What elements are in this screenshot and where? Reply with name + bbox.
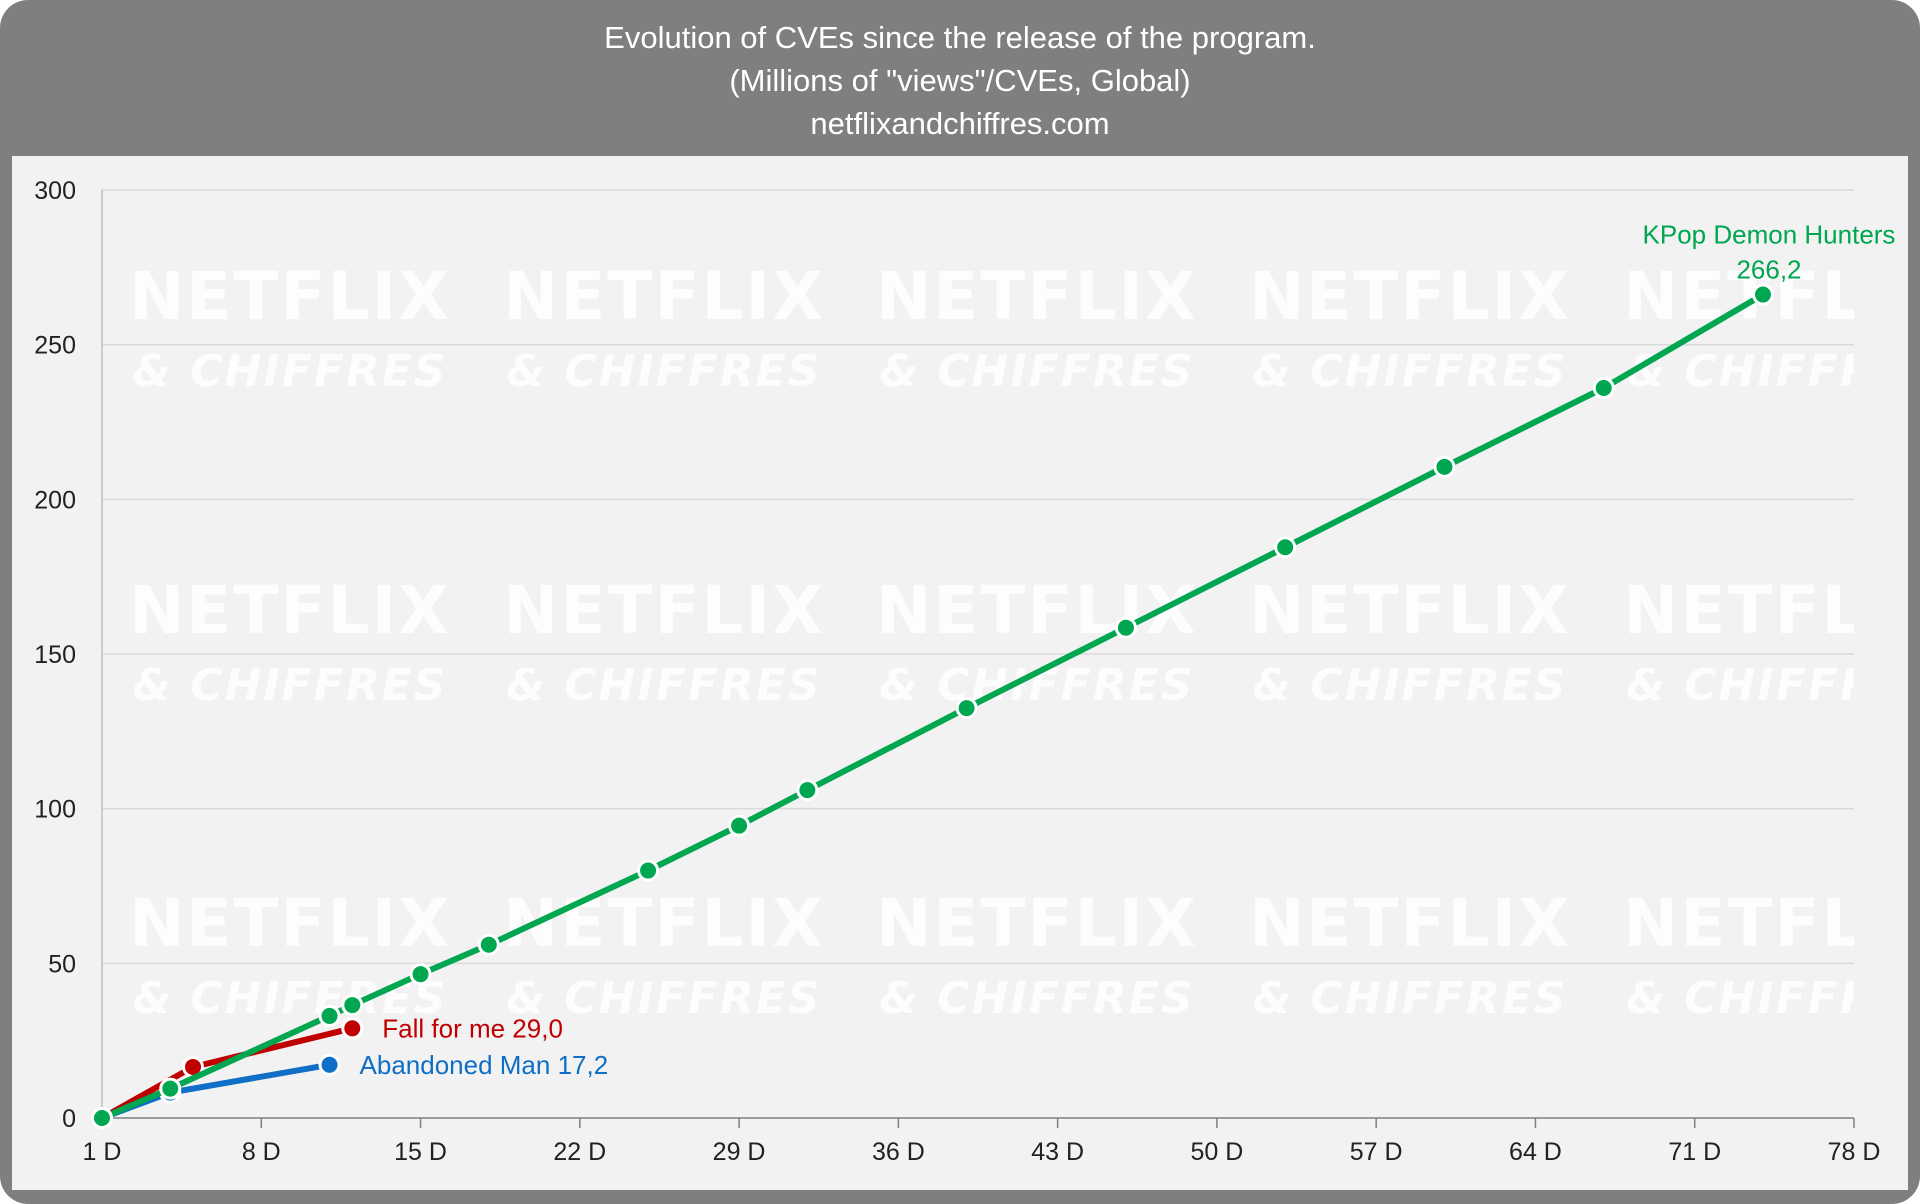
watermark-netflix-text: NETFLIX	[1249, 258, 1571, 335]
x-tick-label: 36 D	[872, 1138, 925, 1166]
series-end-value-label: 266,2	[1736, 255, 1801, 285]
watermark-chiffres-text: & CHIFFRES	[507, 973, 822, 1024]
y-tick-label: 150	[34, 641, 76, 669]
y-tick-label: 50	[48, 950, 76, 978]
data-point	[796, 779, 819, 802]
data-point	[955, 697, 978, 720]
series-end-label: Abandoned Man 17,2	[360, 1050, 609, 1080]
series-fall-for-me	[91, 1017, 364, 1129]
watermark-chiffres-text: & CHIFFRES	[880, 973, 1195, 1024]
data-point	[1274, 536, 1297, 559]
x-tick-label: 1 D	[83, 1138, 122, 1166]
watermark-chiffres-text: & CHIFFRES	[1627, 973, 1908, 1024]
data-point	[341, 1017, 364, 1040]
y-tick-label: 0	[62, 1105, 76, 1133]
chart-source: netflixandchiffres.com	[810, 106, 1110, 141]
chart-title: Evolution of CVEs since the release of t…	[604, 20, 1316, 55]
watermark-chiffres-text: & CHIFFRES	[1627, 346, 1908, 397]
data-point	[318, 1004, 341, 1027]
x-tick-label: 22 D	[553, 1138, 606, 1166]
chart-subtitle: (Millions of "views"/CVEs, Global)	[729, 63, 1191, 98]
x-tick-label: 43 D	[1031, 1138, 1084, 1166]
x-tick-label: 64 D	[1509, 1138, 1562, 1166]
data-point	[728, 814, 751, 837]
data-point	[409, 963, 432, 986]
data-point	[1751, 283, 1774, 306]
data-point	[341, 994, 364, 1017]
watermark-chiffres-text: & CHIFFRES	[133, 660, 448, 711]
watermark-netflix-text: NETFLIX	[129, 885, 451, 962]
watermark-chiffres-text: & CHIFFRES	[1253, 660, 1568, 711]
data-point	[159, 1077, 182, 1100]
plot-panel: NETFLIX & CHIFFRES NETFLIX & CHIFFRES NETFLI…	[12, 156, 1908, 1190]
watermark-netflix-text: NETFLIX	[129, 572, 451, 649]
watermark-chiffres-text: & CHIFFRES	[1253, 346, 1568, 397]
x-tick-label: 57 D	[1350, 1138, 1403, 1166]
watermark-netflix-text: NETFLIX	[503, 258, 825, 335]
watermark-chiffres-text: & CHIFFRES	[133, 346, 448, 397]
y-tick-label: 300	[34, 177, 76, 205]
series-end-label: Fall for me 29,0	[382, 1013, 563, 1043]
chart-header: Evolution of CVEs since the release of t…	[0, 0, 1920, 156]
watermark-netflix-text: NETFLIX	[1623, 258, 1908, 335]
data-point	[637, 859, 660, 882]
data-point	[1114, 616, 1137, 639]
x-tick-label: 8 D	[242, 1138, 281, 1166]
watermark-netflix-text: NETFLIX	[1623, 885, 1908, 962]
line-chart: NETFLIX & CHIFFRES NETFLIX & CHIFFRES NETFLI…	[34, 177, 1908, 1166]
watermark-chiffres-text: & CHIFFRES	[1627, 660, 1908, 711]
watermark-chiffres-text: & CHIFFRES	[880, 346, 1195, 397]
x-tick-label: 15 D	[394, 1138, 447, 1166]
series-line-abandoned-man	[99, 1061, 333, 1121]
watermark-netflix-text: NETFLIX	[876, 885, 1198, 962]
x-tick-label: 78 D	[1828, 1138, 1881, 1166]
watermark-chiffres-text: & CHIFFRES	[507, 346, 822, 397]
watermark-netflix-text: NETFLIX	[1249, 885, 1571, 962]
watermark-netflix-text: NETFLIX	[876, 572, 1198, 649]
watermark-chiffres-text: & CHIFFRES	[507, 660, 822, 711]
watermark-netflix-text: NETFLIX	[876, 258, 1198, 335]
series-kpop-demon-hunters	[91, 283, 1774, 1129]
y-tick-label: 250	[34, 332, 76, 360]
watermark-chiffres-text: & CHIFFRES	[880, 660, 1195, 711]
watermark-chiffres-text: & CHIFFRES	[1253, 973, 1568, 1024]
x-tick-label: 71 D	[1668, 1138, 1721, 1166]
data-point	[318, 1053, 341, 1076]
data-point	[1592, 376, 1615, 399]
watermark-netflix-text: NETFLIX	[129, 258, 451, 335]
watermark-netflix-text: NETFLIX	[1623, 572, 1908, 649]
y-tick-label: 100	[34, 796, 76, 824]
x-tick-label: 50 D	[1191, 1138, 1244, 1166]
watermark-netflix-text: NETFLIX	[1249, 572, 1571, 649]
watermark-chiffres-text: & CHIFFRES	[133, 973, 448, 1024]
watermark-netflix-text: NETFLIX	[503, 885, 825, 962]
data-point	[477, 933, 500, 956]
y-tick-label: 200	[34, 486, 76, 514]
watermark-layer: NETFLIX & CHIFFRES NETFLIX & CHIFFRES NETFLI…	[129, 258, 1908, 1024]
series-end-label: KPop Demon Hunters	[1643, 220, 1896, 250]
data-point	[91, 1107, 113, 1129]
watermark-netflix-text: NETFLIX	[503, 572, 825, 649]
x-tick-label: 29 D	[713, 1138, 766, 1166]
data-point	[1433, 455, 1456, 478]
